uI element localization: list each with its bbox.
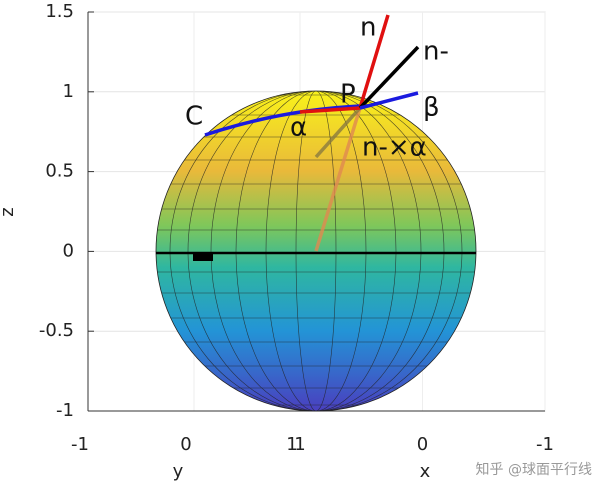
z-tick-label: 0 <box>63 240 74 261</box>
x-tick-label: 1 <box>294 434 305 455</box>
annotation: α <box>290 113 307 143</box>
z-tick-label: 0.5 <box>45 161 74 182</box>
z-tick-label: 1.5 <box>45 1 74 22</box>
y-axis-label: y <box>173 461 184 482</box>
x-tick-label: 0 <box>417 434 428 455</box>
x-tick-label: -1 <box>536 434 554 455</box>
watermark: 知乎 @球面平行线 <box>476 461 592 478</box>
vectors <box>204 14 420 252</box>
y-tick-label: -1 <box>71 434 89 455</box>
x-axis-label: x <box>420 461 431 482</box>
z-tick-label: -1 <box>56 400 74 421</box>
annotation: C <box>185 102 203 132</box>
annotation: n-×α <box>362 133 427 163</box>
z-tick-label: -0.5 <box>39 320 74 341</box>
y-tick-label: 0 <box>180 434 191 455</box>
y-tick-label: 1 <box>286 434 297 455</box>
z-tick-label: 1 <box>63 81 74 102</box>
annotation: P <box>340 80 356 110</box>
z-axis-label: z <box>0 207 18 216</box>
annotation: n- <box>423 37 449 67</box>
annotation: n <box>360 13 376 43</box>
annotation: β <box>423 93 440 123</box>
sphere <box>155 90 477 412</box>
